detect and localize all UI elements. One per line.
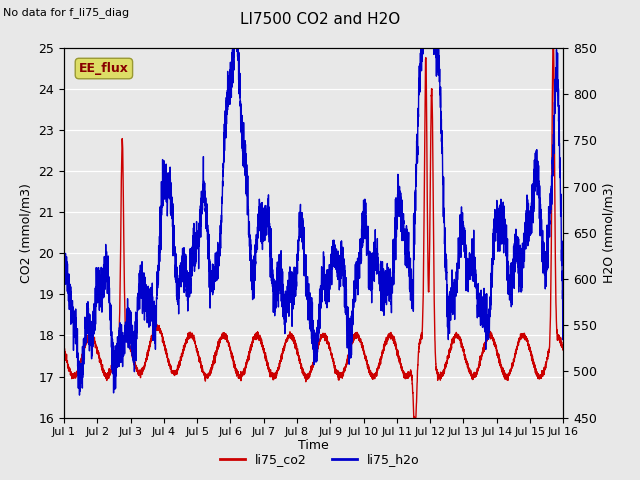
Text: EE_flux: EE_flux	[79, 62, 129, 75]
Text: No data for f_li75_diag: No data for f_li75_diag	[3, 7, 129, 18]
Text: LI7500 CO2 and H2O: LI7500 CO2 and H2O	[240, 12, 400, 27]
Y-axis label: CO2 (mmol/m3): CO2 (mmol/m3)	[20, 183, 33, 283]
X-axis label: Time: Time	[298, 439, 329, 453]
Legend: li75_co2, li75_h2o: li75_co2, li75_h2o	[215, 448, 425, 471]
Y-axis label: H2O (mmol/m3): H2O (mmol/m3)	[602, 182, 616, 283]
